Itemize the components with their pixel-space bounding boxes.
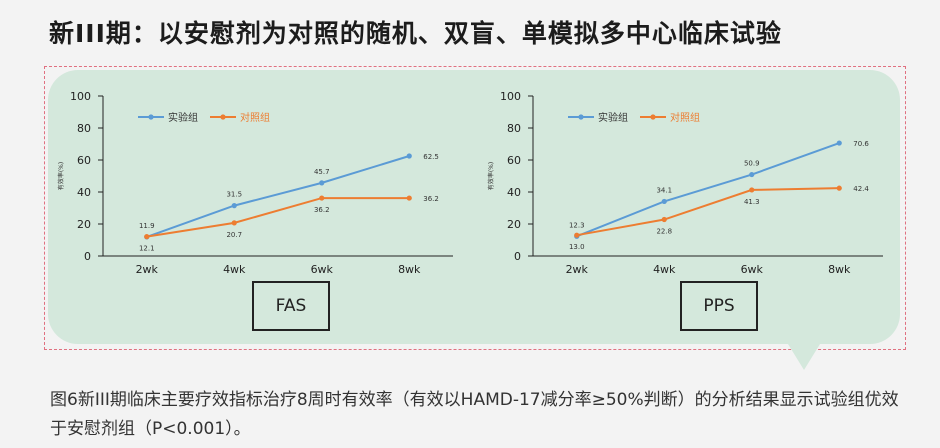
chart-pps-svg: 0 20 40 60 80 100 有效率(%) 2wk 4wk 6wk 8wk 12.3 34.1 50… [487, 90, 883, 276]
y-tick-label: 100 [500, 90, 521, 103]
x-tick-label: 4wk [223, 263, 246, 276]
data-label-control: 12.1 [139, 245, 155, 253]
x-tick-label: 8wk [398, 263, 421, 276]
x-tick-label: 6wk [741, 263, 764, 276]
legend-marker-experimental [578, 114, 584, 120]
y-tick-label: 80 [77, 122, 91, 135]
data-label-control: 36.2 [314, 206, 330, 214]
data-point-experimental [661, 198, 667, 205]
chart-fas-svg: 0 20 40 60 80 100 有效率(%) 2wk 4wk 6wk 8wk 11.9 31.5 45… [57, 90, 453, 276]
data-point-control [144, 234, 150, 240]
chart-pps: 0 20 40 60 80 100 有效率(%) 2wk 4wk 6wk 8wk 12.3 34.1 50… [478, 80, 898, 280]
legend-marker-experimental [148, 114, 154, 120]
figure-caption: 图6新III期临床主要疗效指标治疗8周时有效率（有效以HAMD-17减分率≥50… [50, 390, 899, 439]
data-point-experimental [319, 180, 325, 186]
data-point-control [231, 220, 237, 226]
pps-label-box: PPS [680, 281, 758, 331]
data-point-experimental [406, 153, 412, 159]
y-tick-label: 20 [77, 218, 91, 231]
y-axis-label: 有效率(%) [57, 162, 65, 190]
x-tick-label: 6wk [311, 263, 334, 276]
data-label-experimental: 45.7 [314, 168, 330, 176]
data-label-control: 42.4 [853, 185, 869, 193]
data-label-control: 36.2 [423, 195, 439, 203]
data-point-experimental [231, 203, 237, 209]
data-label-control: 13.0 [569, 243, 585, 251]
y-tick-label: 40 [507, 186, 521, 199]
dashed-frame [44, 66, 906, 350]
data-label-control: 20.7 [226, 231, 242, 239]
data-point-control [749, 187, 755, 193]
x-tick-label: 8wk [828, 263, 851, 276]
page-title: 新III期：以安慰剂为对照的随机、双盲、单模拟多中心临床试验 [49, 19, 782, 48]
series-line-control [576, 187, 840, 237]
data-label-control: 22.8 [656, 228, 672, 236]
data-label-experimental: 62.5 [423, 153, 439, 161]
x-tick-label: 2wk [566, 263, 589, 276]
legend-label-experimental: 实验组 [598, 111, 628, 124]
data-point-control [661, 216, 667, 223]
series-line-experimental [576, 142, 840, 238]
series-line-experimental [146, 155, 410, 238]
speech-bubble-tail [788, 344, 820, 370]
y-tick-label: 0 [84, 250, 91, 263]
data-label-control: 41.3 [744, 198, 760, 206]
x-tick-label: 4wk [653, 263, 676, 276]
legend-label-experimental: 实验组 [168, 111, 198, 124]
y-tick-label: 20 [507, 218, 521, 231]
data-label-experimental: 11.9 [139, 222, 155, 230]
speech-bubble-background [48, 70, 900, 344]
data-point-experimental [836, 140, 842, 146]
data-point-control [406, 195, 412, 201]
series-line-control [146, 197, 410, 238]
x-tick-label: 2wk [136, 263, 159, 276]
legend-label-control: 对照组 [240, 111, 270, 124]
y-tick-label: 60 [77, 154, 91, 167]
chart-fas: 0 20 40 60 80 100 有效率(%) 2wk 4wk 6wk 8wk 11.9 31.5 45… [48, 80, 468, 280]
y-tick-label: 60 [507, 154, 521, 167]
y-tick-label: 100 [70, 90, 91, 103]
data-point-control [574, 232, 580, 238]
data-label-experimental: 50.9 [744, 160, 760, 168]
y-axis-label: 有效率(%) [487, 162, 495, 190]
legend-marker-control [220, 114, 226, 120]
y-tick-label: 0 [514, 250, 521, 263]
data-label-experimental: 34.1 [656, 186, 672, 194]
legend-label-control: 对照组 [670, 111, 700, 124]
data-label-experimental: 12.3 [569, 221, 585, 229]
data-point-experimental [749, 171, 755, 178]
y-tick-label: 80 [507, 122, 521, 135]
fas-label-box: FAS [252, 281, 330, 331]
data-point-control [319, 195, 325, 201]
data-point-control [836, 185, 842, 191]
data-label-experimental: 31.5 [226, 191, 242, 199]
y-tick-label: 40 [77, 186, 91, 199]
legend-marker-control [650, 114, 656, 120]
data-label-experimental: 70.6 [853, 140, 869, 148]
